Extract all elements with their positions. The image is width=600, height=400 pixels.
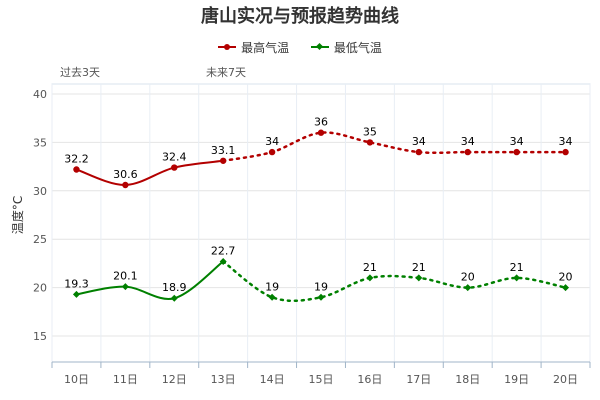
data-point — [513, 274, 521, 282]
legend-item-max[interactable]: 最高气温 — [218, 39, 289, 56]
data-point — [317, 293, 325, 301]
data-point — [366, 274, 374, 282]
y-tick-label: 20 — [33, 282, 47, 295]
data-label: 19 — [265, 280, 279, 293]
data-label: 18.9 — [162, 281, 187, 294]
y-tick-label: 15 — [33, 330, 47, 343]
data-point — [464, 148, 471, 156]
data-label: 32.4 — [162, 151, 187, 164]
data-point — [415, 148, 423, 156]
legend-label-min: 最低气温 — [333, 40, 382, 55]
data-label: 20 — [461, 271, 475, 284]
x-tick-label: 12日 — [162, 373, 187, 386]
data-point — [121, 283, 129, 291]
chart-title: 唐山实况与预报趋势曲线 — [201, 6, 399, 27]
period-label-past: 过去3天 — [60, 66, 100, 79]
legend-swatch-max — [218, 44, 237, 50]
series-line-observed-1 — [76, 260, 224, 300]
y-tick-label: 40 — [33, 88, 47, 101]
data-point — [219, 257, 227, 265]
data-point — [464, 284, 472, 292]
data-point — [170, 294, 178, 302]
x-tick-label: 15日 — [309, 373, 334, 386]
data-label: 20.1 — [113, 270, 138, 283]
data-point — [268, 293, 276, 301]
x-tick-label: 11日 — [113, 373, 138, 386]
data-label: 34 — [510, 135, 524, 148]
data-point — [72, 290, 80, 298]
y-tick-label: 25 — [33, 233, 47, 246]
data-point — [122, 181, 129, 189]
y-tick-label: 30 — [33, 185, 47, 198]
data-point — [562, 148, 569, 156]
legend-label-max: 最高气温 — [241, 40, 290, 55]
data-point — [366, 139, 374, 146]
legend-item-min[interactable]: 最低气温 — [310, 39, 382, 56]
x-tick-label: 20日 — [553, 373, 578, 386]
x-tick-label: 18日 — [455, 373, 480, 386]
data-label: 34 — [412, 135, 426, 148]
data-label: 19.3 — [64, 277, 89, 290]
x-tick-label: 10日 — [64, 373, 89, 386]
data-label: 22.7 — [211, 244, 236, 257]
x-tick-label: 16日 — [357, 373, 382, 386]
data-label: 32.2 — [64, 153, 89, 166]
data-point — [513, 148, 520, 156]
x-tick-label: 13日 — [211, 373, 236, 386]
period-label-future: 未来7天 — [206, 66, 246, 79]
data-label: 20 — [559, 271, 573, 284]
data-point — [73, 166, 80, 173]
x-tick-label: 19日 — [504, 373, 529, 386]
series-line-observed-0 — [76, 159, 224, 186]
x-tick-label: 17日 — [406, 373, 431, 386]
legend-swatch-min — [310, 46, 329, 48]
data-point — [317, 129, 325, 136]
data-point — [415, 274, 423, 282]
data-point — [268, 148, 276, 156]
series-line-forecast-0 — [221, 131, 567, 163]
data-label: 21 — [510, 261, 524, 274]
series-line-forecast-1 — [221, 260, 567, 303]
data-label: 21 — [412, 261, 426, 274]
data-point — [171, 164, 178, 171]
data-label: 21 — [363, 261, 377, 274]
legend: 最高气温 最低气温 — [0, 37, 600, 56]
data-label: 36 — [314, 116, 328, 129]
data-label: 19 — [314, 280, 328, 293]
x-tick-label: 14日 — [260, 373, 285, 386]
data-point — [562, 284, 570, 292]
data-label: 34 — [559, 135, 573, 148]
data-label: 34 — [461, 135, 475, 148]
data-label: 30.6 — [113, 168, 138, 181]
data-label: 35 — [363, 125, 377, 138]
y-tick-label: 35 — [33, 136, 47, 149]
data-label: 33.1 — [211, 144, 236, 157]
y-axis-title: 温度°C — [10, 196, 25, 234]
data-label: 34 — [265, 135, 279, 148]
data-point — [219, 157, 227, 164]
